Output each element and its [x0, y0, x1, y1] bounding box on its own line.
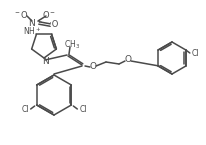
- Text: :O: :O: [49, 20, 59, 29]
- Text: NH$^+$: NH$^+$: [23, 26, 41, 37]
- Text: O: O: [89, 62, 96, 71]
- Text: Cl: Cl: [191, 49, 198, 58]
- Text: O: O: [124, 56, 131, 65]
- Text: CH$_3$: CH$_3$: [64, 39, 80, 51]
- Text: N: N: [42, 58, 49, 67]
- Text: O$^-$: O$^-$: [42, 9, 56, 19]
- Text: Cl: Cl: [21, 106, 29, 115]
- Text: Cl: Cl: [79, 106, 86, 115]
- Text: $^-$O: $^-$O: [13, 10, 29, 20]
- Text: N$^+$: N$^+$: [28, 17, 42, 29]
